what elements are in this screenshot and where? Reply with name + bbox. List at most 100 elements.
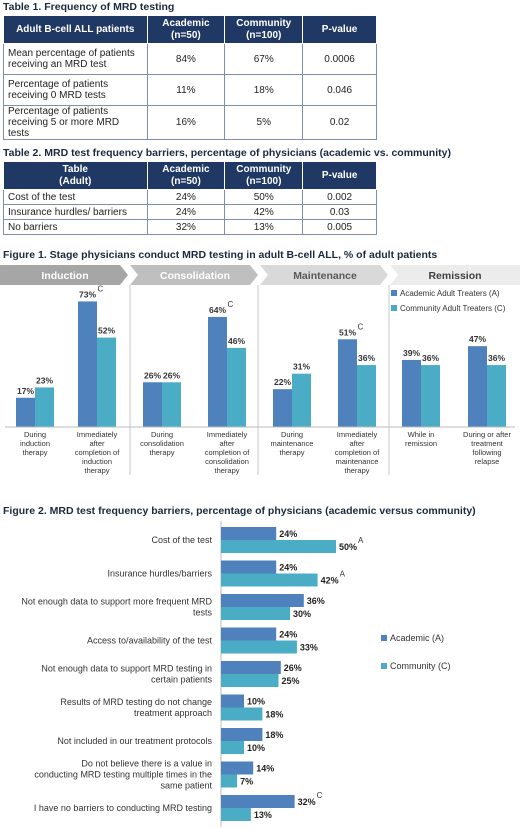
data-label: 14% xyxy=(256,764,274,774)
legend-swatch xyxy=(381,663,387,669)
table1-cell: 5% xyxy=(224,105,304,140)
data-label: 39% xyxy=(403,348,420,358)
category-label: Not enough data to support more frequent… xyxy=(21,597,212,618)
data-label: 36% xyxy=(422,353,439,363)
data-label: 46% xyxy=(228,336,245,346)
table1-cell: 11% xyxy=(146,74,226,106)
bar xyxy=(221,707,263,721)
category-label: Access to/availability of the test xyxy=(87,636,213,646)
table2-header-col3: P-value xyxy=(302,161,377,190)
bar xyxy=(208,316,227,427)
significance-marker: C xyxy=(98,285,104,293)
table1-row: Mean percentage of patients receiving an… xyxy=(3,43,377,75)
stage-arrow xyxy=(0,265,128,285)
legend-label: Community Adult Treaters (C) xyxy=(400,304,506,313)
bar xyxy=(221,627,277,641)
table2-cell: 42% xyxy=(224,204,304,220)
category-label: During consolidation therapy xyxy=(140,430,184,457)
bar xyxy=(221,540,336,553)
category-label: While in remission xyxy=(405,430,437,448)
data-label: 23% xyxy=(36,375,53,385)
data-label: 73% xyxy=(79,289,96,299)
table1-header-col1: Academic (n=50) xyxy=(146,15,226,44)
bar xyxy=(227,347,246,427)
significance-marker: C xyxy=(228,300,234,309)
figure1-plot: 17%23% During induction therapy 73% 52% Immedi… xyxy=(5,285,515,475)
bar xyxy=(221,741,244,754)
bar xyxy=(357,365,376,427)
data-label: 36% xyxy=(488,353,505,363)
figure2-chart: Cost of the test 24% 50% Insurance hurdles/… xyxy=(21,521,451,827)
table2-cell: 24% xyxy=(146,204,226,220)
table2-cell: 24% xyxy=(146,189,226,205)
table1-cell: Percentage of patients receiving 5 or mo… xyxy=(3,105,148,140)
category-label: Cost of the test xyxy=(151,535,212,545)
data-label: 22% xyxy=(274,377,291,387)
data-label: 7% xyxy=(240,777,253,787)
category-label: Immediately after completion of consolidati… xyxy=(205,430,251,475)
bar xyxy=(221,761,254,775)
figure1-stage-arrows: Induction Consolidation Maintenance Remissi… xyxy=(0,265,520,285)
category-label: Do not believe there is a value in conduc… xyxy=(34,759,212,791)
bar xyxy=(97,337,116,427)
table1-cell: 18% xyxy=(224,74,304,106)
table2-cell: No barriers xyxy=(3,219,148,235)
figure1-title: Figure 1. Stage physicians conduct MRD t… xyxy=(3,249,438,261)
legend-label: Community (C) xyxy=(390,661,451,671)
stage-label: Maintenance xyxy=(293,270,357,282)
category-label: Not included in our treatment protocols xyxy=(57,736,212,746)
table2-cell: 50% xyxy=(224,189,304,205)
table1-header-col2: Community (n=100) xyxy=(224,15,304,44)
category-label: During or after treatment following relapse xyxy=(463,430,511,466)
stage-arrow xyxy=(260,265,388,285)
bar xyxy=(292,373,311,427)
table1-cell: 0.0006 xyxy=(302,43,377,75)
bar xyxy=(35,387,54,427)
data-label: 10% xyxy=(247,697,265,707)
data-label: 30% xyxy=(293,609,311,619)
significance-marker: C xyxy=(317,791,323,800)
bar xyxy=(221,674,279,687)
category-label: During maintenance therapy xyxy=(271,430,314,457)
legend-label: Academic Adult Treaters (A) xyxy=(400,289,500,298)
table2-row: Cost of the test 24% 50% 0.002 xyxy=(3,189,377,205)
data-label: 36% xyxy=(307,596,325,606)
table1-caption: Table 1. Frequency of MRD testing xyxy=(3,1,175,13)
table2-cell: Insurance hurdles/ barriers xyxy=(3,204,148,220)
bar xyxy=(221,774,238,788)
bar xyxy=(221,607,290,620)
stage-label: Remission xyxy=(428,270,481,282)
bar xyxy=(16,397,35,427)
bar xyxy=(221,573,318,587)
table2-cell: 32% xyxy=(146,219,226,235)
category-label: During induction therapy xyxy=(20,430,50,457)
bar xyxy=(468,346,487,427)
data-label: 18% xyxy=(265,710,283,720)
significance-marker: A xyxy=(358,536,364,545)
data-label: 10% xyxy=(247,743,265,753)
table1-header-col3: P-value xyxy=(302,15,377,44)
figure1-chart: Induction Consolidation Maintenance Remissi… xyxy=(0,265,520,475)
table1-row: Percentage of patients receiving 5 or mo… xyxy=(3,105,377,140)
significance-marker: A xyxy=(340,570,346,579)
bar xyxy=(221,527,277,540)
table1-row: Percentage of patients receiving 0 MRD t… xyxy=(3,74,377,106)
category-label: I have no barriers to conducting MRD tes… xyxy=(34,803,212,813)
bar xyxy=(221,808,251,821)
significance-marker: C xyxy=(358,322,364,331)
table1-cell: Percentage of patients receiving 0 MRD t… xyxy=(3,74,148,106)
category-label: Insurance hurdles/barriers xyxy=(107,569,212,579)
table2-caption: Table 2. MRD test frequency barriers, pe… xyxy=(3,147,451,159)
data-label: 24% xyxy=(279,529,297,539)
table2: Table (Adult) Academic (n=50) Community (n=… xyxy=(3,161,377,235)
bar xyxy=(143,382,162,427)
data-label: 26% xyxy=(144,370,161,380)
table2-header-col1: Academic (n=50) xyxy=(146,161,226,190)
data-label: 50% xyxy=(339,542,357,552)
bar xyxy=(338,339,357,427)
legend-swatch xyxy=(391,305,397,311)
data-label: 52% xyxy=(98,326,115,336)
table1-cell: 0.046 xyxy=(302,74,377,106)
table2-cell: 13% xyxy=(224,219,304,235)
bar xyxy=(221,594,304,607)
